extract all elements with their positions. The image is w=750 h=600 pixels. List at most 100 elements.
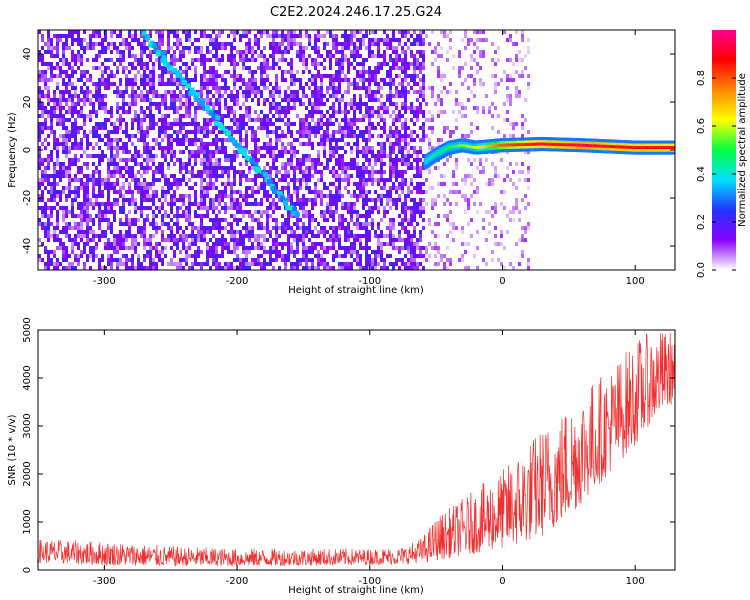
spectrogram-cell: [401, 174, 404, 178]
spectrogram-cell: [353, 66, 356, 70]
spectrogram-cell: [41, 94, 44, 98]
spectrogram-cell: [335, 162, 338, 166]
spectrogram-cell: [395, 174, 398, 178]
spectrogram-cell: [227, 230, 230, 234]
spectrogram-cell: [242, 78, 245, 82]
spectrogram-cell: [296, 42, 299, 46]
spectrogram-cell: [77, 186, 80, 190]
spectrogram-cell: [344, 150, 347, 154]
spectrogram-cell: [227, 166, 230, 170]
spectrogram-cell: [470, 174, 473, 178]
spectrogram-cell: [44, 246, 47, 250]
spectrogram-cell: [152, 210, 155, 214]
spectrogram-cell: [368, 66, 371, 70]
spectrogram-cell: [281, 178, 284, 182]
spectrogram-cell: [461, 106, 464, 110]
spectrogram-cell: [122, 222, 125, 226]
spectrogram-cell: [71, 82, 74, 86]
spectrogram-cell: [419, 50, 422, 54]
spectrogram-cell: [59, 114, 62, 118]
spectrogram-cell: [404, 94, 407, 98]
spectrogram-cell: [101, 138, 104, 142]
spectrogram-cell: [215, 162, 218, 166]
spectrogram-cell: [182, 114, 185, 118]
spectrogram-cell: [329, 238, 332, 242]
spectrogram-cell: [257, 86, 260, 90]
spectrogram-cell: [98, 194, 101, 198]
spectrogram-cell: [299, 102, 302, 106]
spectrogram-cell: [194, 138, 197, 142]
spectrogram-cell: [152, 194, 155, 198]
spectrogram-cell: [50, 98, 53, 102]
spectrogram-cell: [140, 110, 143, 114]
spectrogram-cell: [287, 162, 290, 166]
spectrogram-cell: [182, 46, 185, 50]
spectrogram-cell: [374, 30, 377, 34]
spectrogram-cell: [104, 82, 107, 86]
spectrogram-cell: [335, 94, 338, 98]
spectrogram-cell: [317, 230, 320, 234]
spectrogram-cell: [356, 198, 359, 202]
spectrogram-cell: [56, 42, 59, 46]
spectrogram-cell: [173, 94, 176, 98]
spectrogram-cell: [92, 258, 95, 262]
spectrogram-cell: [68, 166, 71, 170]
spectrogram-cell: [233, 38, 236, 42]
spectrogram-cell: [251, 138, 254, 142]
spectrogram-cell: [263, 82, 266, 86]
spectrogram-cell: [41, 34, 44, 38]
spectrogram-cell: [308, 214, 311, 218]
spectrogram-cell: [266, 206, 269, 210]
spectrogram-cell: [200, 78, 203, 82]
spectrogram-cell: [434, 166, 437, 170]
spectrogram-cell: [191, 58, 194, 62]
spectrogram-cell: [347, 246, 350, 250]
spectrogram-cell: [188, 198, 191, 202]
spectrogram-cell: [410, 34, 413, 38]
spectrogram-cell: [125, 102, 128, 106]
spectrogram-cell: [230, 238, 233, 242]
spectrogram-cell: [353, 54, 356, 58]
spectrogram-cell: [206, 242, 209, 246]
spectrogram-cell: [164, 126, 167, 130]
spectrogram-cell: [170, 58, 173, 62]
spectrogram-cell: [179, 138, 182, 142]
spectrogram-cell: [119, 90, 122, 94]
spectrogram-cell: [74, 102, 77, 106]
spectrogram-cell: [149, 246, 152, 250]
spectrogram-cell: [77, 158, 80, 162]
spectrogram-cell: [182, 138, 185, 142]
spectrogram-cell: [314, 94, 317, 98]
spectrogram-cell: [206, 134, 209, 138]
spectrogram-cell: [347, 42, 350, 46]
spectrogram-cell: [305, 266, 308, 270]
spectrogram-cell: [338, 198, 341, 202]
spectrogram-cell: [233, 130, 236, 134]
spectrogram-cell: [284, 178, 287, 182]
spectrogram-cell: [332, 146, 335, 150]
spectrogram-cell: [338, 186, 341, 190]
spectrogram-cell: [56, 74, 59, 78]
spectrogram-cell: [353, 82, 356, 86]
spectrogram-cell: [224, 170, 227, 174]
spectrogram-cell: [290, 194, 293, 198]
spectrogram-cell: [107, 118, 110, 122]
spectrogram-cell: [149, 222, 152, 226]
spectrogram-cell: [320, 162, 323, 166]
spectrogram-cell: [281, 162, 284, 166]
spectrogram-cell: [449, 30, 452, 34]
spectrogram-cell: [359, 254, 362, 258]
spectrogram-cell: [278, 42, 281, 46]
spectrogram-cell: [77, 50, 80, 54]
spectrogram-cell: [206, 214, 209, 218]
spectrogram-cell: [365, 250, 368, 254]
spectrogram-cell: [230, 62, 233, 66]
spectrogram-cell: [56, 138, 59, 142]
spectrogram-cell: [119, 54, 122, 58]
spectrogram-cell: [407, 218, 410, 222]
spectrogram-cell: [125, 246, 128, 250]
spectrogram-cell: [287, 210, 290, 214]
spectrogram-cell: [179, 178, 182, 182]
spectrogram-cell: [398, 134, 401, 138]
spectrogram-cell: [434, 198, 437, 202]
